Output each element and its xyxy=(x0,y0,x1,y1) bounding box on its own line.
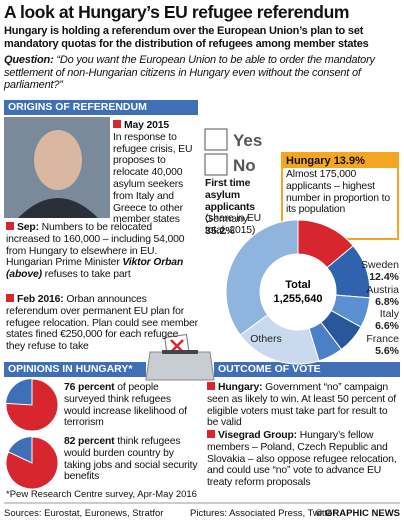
chart-subtitle: (share in EU total, 2015) xyxy=(205,213,261,237)
question: Question: “Do you want the European Unio… xyxy=(4,54,400,92)
credit: © GRAPHIC NEWS xyxy=(315,508,400,519)
outcome-text: Government “no” campaign seen as likely … xyxy=(207,382,397,429)
bullet xyxy=(113,120,121,128)
callout-category: Hungary xyxy=(286,155,331,167)
chart-title: First time asylum applicants xyxy=(205,178,255,213)
event-date: Sep: xyxy=(17,222,39,233)
event: Sep: Numbers to be relocated increased t… xyxy=(6,222,198,281)
opinion: 82 percent think refugees would burden c… xyxy=(64,436,198,483)
event-text: Orban announces referendum over permanen… xyxy=(6,294,198,353)
callout-heading: Hungary 13.9% xyxy=(283,154,397,168)
callout-value: 13.9% xyxy=(333,155,365,167)
yes-label: Yes xyxy=(233,131,262,150)
event-date: Feb 2016: xyxy=(17,294,64,305)
outcome-lead: Hungary: xyxy=(218,382,263,393)
event-text: refuses to take part xyxy=(44,269,131,281)
callout-text: Almost 175,000 applicants – highest numb… xyxy=(286,169,390,216)
photo-suit xyxy=(18,198,98,218)
opinion-text: of people surveyed think refugees would … xyxy=(64,382,187,429)
title: A look at Hungary’s EU refugee referendu… xyxy=(4,2,350,22)
callout: Hungary 13.9% Almost 175,000 applicants … xyxy=(281,152,399,240)
outcome-lead: Visegrad Group: xyxy=(218,430,297,441)
event-text: Numbers to be relocated increased to 160… xyxy=(6,222,185,269)
question-label: Question: xyxy=(4,54,54,66)
event: Feb 2016: Orban announces referendum ove… xyxy=(6,294,198,353)
event: May 2015 In response to refugee crisis, … xyxy=(113,120,199,226)
section-heading: OUTCOME OF VOTE xyxy=(214,362,400,377)
no-box xyxy=(204,153,228,176)
sources: Sources: Eurostat, Euronews, Stratfor xyxy=(4,508,164,519)
event-name: Viktor Orban (above) xyxy=(6,257,184,281)
subtitle: Hungary is holding a referendum over the… xyxy=(4,25,369,50)
event-text: In response to refugee crisis, EU propos… xyxy=(113,131,193,226)
question-text: “Do you want the European Union to be ab… xyxy=(4,54,375,91)
chart-heading: First time asylum applicants (share in E… xyxy=(205,178,285,237)
footnote: *Pew Research Centre survey, Apr-May 201… xyxy=(6,489,197,500)
section-heading: OPINIONS IN HUNGARY* xyxy=(4,362,146,377)
opinion-lead: 76 percent xyxy=(64,382,115,393)
no-label: No xyxy=(233,156,256,175)
yes-box xyxy=(204,128,228,151)
ballot-box xyxy=(145,334,215,381)
bullet xyxy=(6,222,14,230)
opinion: 76 percent of people surveyed think refu… xyxy=(64,382,198,429)
outcome-text: Hungary’s fellow members – Poland, Czech… xyxy=(207,430,397,489)
pictures: Pictures: Associated Press, Twitter xyxy=(190,508,336,519)
bullet xyxy=(207,430,215,438)
bullet xyxy=(207,382,215,390)
section-heading: ORIGINS OF REFERENDUM xyxy=(4,100,198,115)
event-date: May 2015 xyxy=(124,120,170,131)
opinion-text: think refugees would burden country by t… xyxy=(64,436,198,483)
photo-face xyxy=(34,130,82,190)
bullet xyxy=(6,294,14,302)
outcome-item: Visegrad Group: Hungary’s fellow members… xyxy=(207,430,400,489)
outcome-item: Hungary: Government “no” campaign seen a… xyxy=(207,382,400,429)
opinion-lead: 82 percent xyxy=(64,436,115,447)
